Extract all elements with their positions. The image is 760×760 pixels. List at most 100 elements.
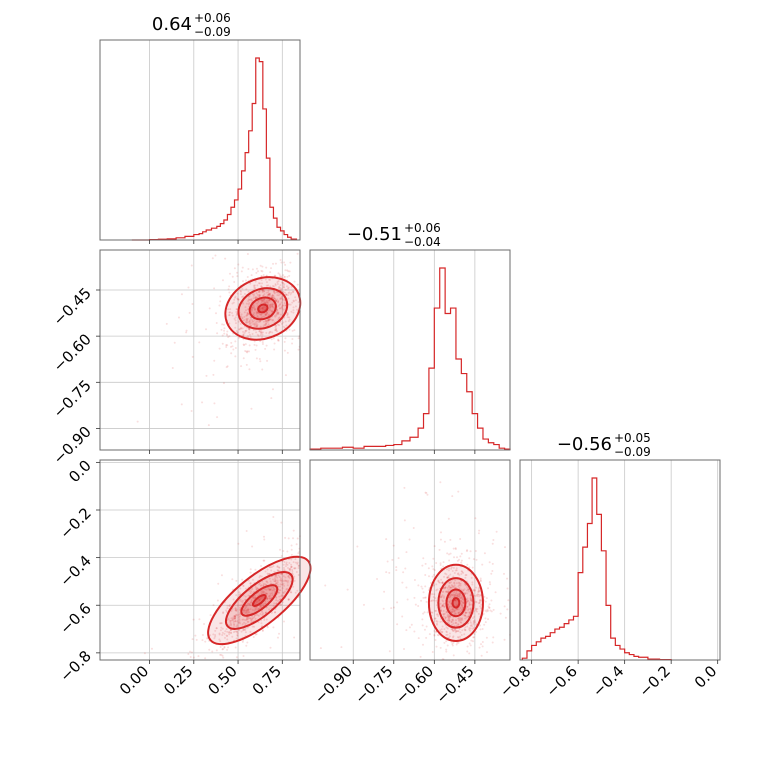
- scatter-1-0-point: [275, 329, 278, 332]
- scatter-2-0-point: [287, 598, 290, 601]
- hist-2-panel: −0.8 −0.6 −0.4 −0.2 0.0: [496, 459, 721, 701]
- scatter-2-0-point: [268, 588, 271, 591]
- scatter-2-1-point: [485, 610, 488, 613]
- scatter-1-0-point: [213, 402, 216, 405]
- scatter-1-0-point: [271, 304, 274, 307]
- scatter-2-0-point: [235, 608, 238, 611]
- scatter-2-1-point: [471, 566, 474, 569]
- scatter-2-0-point: [288, 568, 291, 571]
- scatter-1-0-point: [286, 287, 289, 290]
- scatter-2-0-point: [234, 616, 237, 619]
- scatter-1-0-point: [246, 312, 249, 315]
- scatter-1-0-point: [256, 314, 259, 317]
- scatter-1-0-point: [259, 320, 262, 323]
- scatter-1-0-point: [281, 281, 284, 284]
- scatter-1-0-point: [205, 328, 208, 331]
- scatter-2-1-point: [452, 654, 455, 657]
- hist-2-xtick-label: −0.4: [589, 662, 627, 700]
- scatter-1-0-point: [255, 296, 258, 299]
- scatter-1-0-point: [248, 328, 251, 331]
- scatter-1-0-point: [213, 287, 216, 290]
- scatter-2-0-point: [287, 598, 290, 601]
- scatter-2-1-point: [403, 486, 406, 489]
- scatter-2-1-point: [385, 538, 388, 541]
- scatter-2-0-point: [251, 545, 254, 548]
- hist-0-histogram: [131, 57, 298, 241]
- scatter-1-0-point: [277, 294, 280, 297]
- scatter-1-0-point: [278, 303, 281, 306]
- scatter-2-0-point: [249, 582, 252, 585]
- scatter-1-0-frame: [99, 249, 301, 451]
- scatter-1-0-point: [225, 366, 228, 369]
- scatter-1-0-point: [219, 295, 222, 298]
- scatter-1-0-point: [264, 313, 267, 316]
- scatter-1-0-point: [171, 366, 174, 369]
- scatter-2-0-point: [269, 597, 272, 600]
- scatter-2-1-point: [458, 558, 461, 561]
- hist-2-title-plus: +0.05: [614, 431, 651, 445]
- scatter-1-0-point: [216, 332, 219, 335]
- scatter-2-1-point: [485, 651, 488, 654]
- scatter-2-0-point: [274, 582, 277, 585]
- scatter-2-1-point: [489, 609, 492, 612]
- scatter-1-0-point: [261, 331, 264, 334]
- scatter-2-0-point: [281, 579, 284, 582]
- scatter-1-0-point: [257, 334, 260, 337]
- scatter-1-0-point: [294, 299, 297, 302]
- scatter-1-0-point: [254, 296, 257, 299]
- scatter-2-0-point: [232, 631, 235, 634]
- scatter-2-0-point: [251, 578, 254, 581]
- scatter-1-0-point: [297, 301, 300, 304]
- scatter-2-0-point: [276, 566, 279, 569]
- scatter-1-0-point: [242, 357, 245, 360]
- scatter-1-0-point: [191, 303, 194, 306]
- scatter-2-0-point: [294, 567, 297, 570]
- scatter-2-1-point: [423, 628, 426, 631]
- scatter-2-0-point: [263, 559, 266, 562]
- scatter-2-0-point: [241, 623, 244, 626]
- scatter-2-0-point: [295, 570, 298, 573]
- scatter-1-0-point: [261, 306, 264, 309]
- scatter-1-0-point: [280, 322, 283, 325]
- scatter-1-0-point: [259, 313, 262, 316]
- scatter-2-1-point: [424, 491, 427, 494]
- scatter-2-1-point: [383, 590, 386, 593]
- scatter-2-0-point: [284, 565, 287, 568]
- scatter-1-0-point: [265, 266, 268, 269]
- hist-2-histogram: [521, 477, 672, 661]
- scatter-1-0-point: [291, 342, 294, 345]
- scatter-2-0-point: [288, 568, 291, 571]
- scatter-2-0-point: [292, 537, 295, 540]
- scatter-1-0-point: [267, 319, 270, 322]
- scatter-1-0-point: [253, 286, 256, 289]
- scatter-2-0-point: [256, 613, 259, 616]
- scatter-2-0-point: [215, 627, 218, 630]
- scatter-1-0-point: [258, 295, 261, 298]
- scatter-1-0-point: [256, 311, 259, 314]
- scatter-2-0-point: [206, 637, 209, 640]
- scatter-2-1-point: [457, 490, 460, 493]
- scatter-1-0-point: [282, 325, 285, 328]
- scatter-1-0-point: [245, 319, 248, 322]
- scatter-2-0-point: [228, 633, 231, 636]
- scatter-1-0-point: [253, 322, 256, 325]
- scatter-1-0-point: [207, 424, 210, 427]
- scatter-1-0-point: [293, 280, 296, 283]
- scatter-1-0-point: [238, 328, 241, 331]
- scatter-1-0-point: [285, 285, 288, 288]
- scatter-1-0-point: [277, 316, 280, 319]
- scatter-2-0-point: [273, 574, 276, 577]
- scatter-2-0-point: [254, 606, 257, 609]
- scatter-2-1-point: [448, 553, 451, 556]
- scatter-2-0-point: [221, 648, 224, 651]
- scatter-2-0-ytick-label: −0.2: [56, 504, 94, 542]
- scatter-1-0-point: [284, 269, 287, 272]
- scatter-2-1-point: [487, 618, 490, 621]
- scatter-1-0-point: [244, 279, 247, 282]
- scatter-1-0-point: [250, 324, 253, 327]
- scatter-1-0-point: [284, 304, 287, 307]
- scatter-2-1-point: [427, 567, 430, 570]
- scatter-1-0-point: [272, 296, 275, 299]
- scatter-1-0-point: [231, 311, 234, 314]
- scatter-2-0-point: [254, 608, 257, 611]
